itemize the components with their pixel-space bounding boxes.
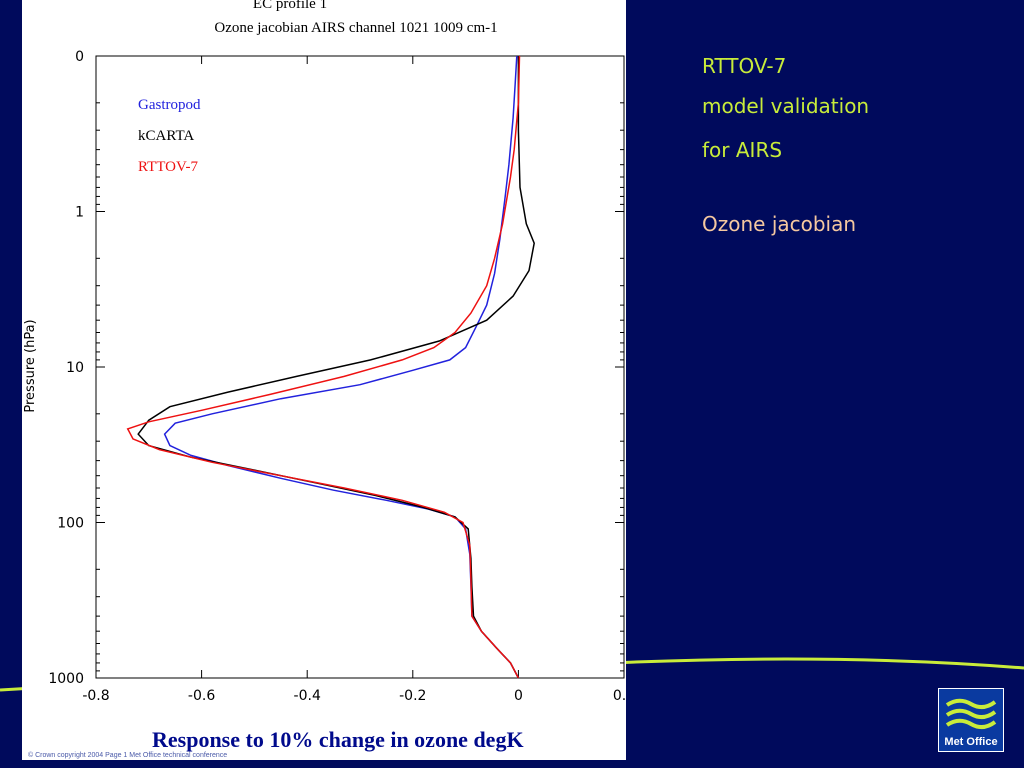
y-tick-label: 1000 <box>48 671 84 687</box>
x-tick-label: 0.2 <box>613 688 626 704</box>
legend-entry-kcarta: kCARTA <box>138 128 194 144</box>
y-axis-label: Pressure (hPa) <box>23 319 38 412</box>
x-tick-label: 0 <box>514 688 523 704</box>
y-tick-label: 10 <box>66 360 84 376</box>
chart-panel: EC profile 1 Ozone jacobian AIRS channel… <box>22 0 626 738</box>
chart-title: EC profile 1 <box>253 0 327 12</box>
slide-caption: Response to 10% change in ozone degK <box>152 727 524 752</box>
slide-title-line-1: RTTOV-7 <box>702 54 787 78</box>
footer-note: © Crown copyright 2004 Page 1 Met Office… <box>28 752 228 759</box>
x-tick-label: -0.2 <box>399 688 426 704</box>
slide-title-line-3: for AIRS <box>702 138 783 162</box>
x-tick-label: -0.8 <box>82 688 109 704</box>
slide-title-line-2: model validation <box>702 94 870 118</box>
legend-entry-gastropod: Gastropod <box>138 97 201 113</box>
series-line-rttov-7 <box>126 55 521 679</box>
x-tick-label: -0.4 <box>294 688 321 704</box>
chart-subtitle: Ozone jacobian AIRS channel 1021 1009 cm… <box>214 20 497 36</box>
met-office-waves-icon <box>945 698 997 729</box>
x-tick-label: -0.6 <box>188 688 215 704</box>
y-tick-label: 1 <box>75 205 84 221</box>
legend-entry-rttov-7: RTTOV-7 <box>138 159 198 175</box>
ozone-jacobian-chart: EC profile 1 Ozone jacobian AIRS channel… <box>23 0 626 704</box>
slide-subtitle: Ozone jacobian <box>702 212 857 236</box>
series-line-kcarta <box>137 56 535 679</box>
y-tick-label: 0 <box>75 49 84 65</box>
met-office-logo: Met Office <box>938 688 1004 752</box>
plot-frame <box>95 55 625 679</box>
logo-text: Met Office <box>944 736 998 748</box>
y-tick-label: 100 <box>57 516 84 532</box>
caption-bar <box>22 724 626 760</box>
